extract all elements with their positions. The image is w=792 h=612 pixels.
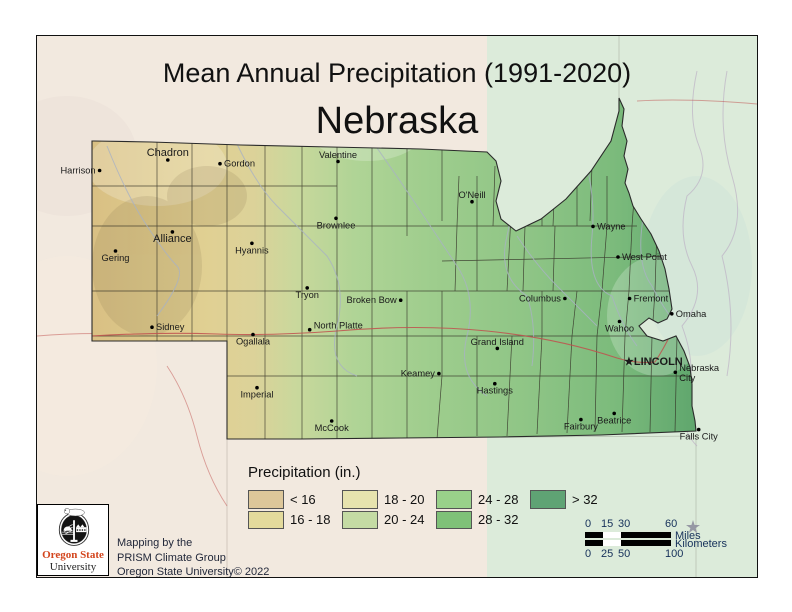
svg-text:Tryon: Tryon <box>295 290 318 300</box>
svg-text:Grand Island: Grand Island <box>471 337 524 347</box>
svg-text:Harrison: Harrison <box>60 166 95 176</box>
svg-text:Gordon: Gordon <box>224 159 255 169</box>
svg-text:Alliance: Alliance <box>153 233 192 245</box>
svg-text:Wayne: Wayne <box>597 221 626 231</box>
svg-text:Broken Bow: Broken Bow <box>347 295 397 305</box>
svg-text:Nebraska: Nebraska <box>679 363 720 373</box>
svg-text:Hastings: Hastings <box>477 386 514 396</box>
svg-text:Omaha: Omaha <box>676 309 707 319</box>
svg-text:City: City <box>679 373 695 383</box>
svg-text:West Point: West Point <box>622 252 667 262</box>
svg-text:Hyannis: Hyannis <box>235 245 269 255</box>
svg-text:Fairbury: Fairbury <box>564 422 598 432</box>
svg-text:Brownlee: Brownlee <box>317 220 356 230</box>
svg-text:North Platte: North Platte <box>314 321 363 331</box>
svg-text:Wahoo: Wahoo <box>605 324 634 334</box>
svg-text:O'Neill: O'Neill <box>458 190 485 200</box>
svg-text:Ogallala: Ogallala <box>236 337 271 347</box>
svg-text:McCook: McCook <box>315 423 349 433</box>
svg-text:Gering: Gering <box>102 253 130 263</box>
svg-text:Valentine: Valentine <box>319 150 357 160</box>
svg-text:Falls City: Falls City <box>680 432 719 442</box>
svg-text:Sidney: Sidney <box>156 322 185 332</box>
svg-text:Fremont: Fremont <box>634 294 669 304</box>
svg-text:Columbus: Columbus <box>519 294 561 304</box>
svg-text:★LINCOLN: ★LINCOLN <box>624 356 683 368</box>
svg-text:Chadron: Chadron <box>147 147 189 159</box>
svg-text:Keamey: Keamey <box>401 369 435 379</box>
svg-text:Imperial: Imperial <box>240 390 273 400</box>
svg-text:Beatrice: Beatrice <box>597 415 631 425</box>
